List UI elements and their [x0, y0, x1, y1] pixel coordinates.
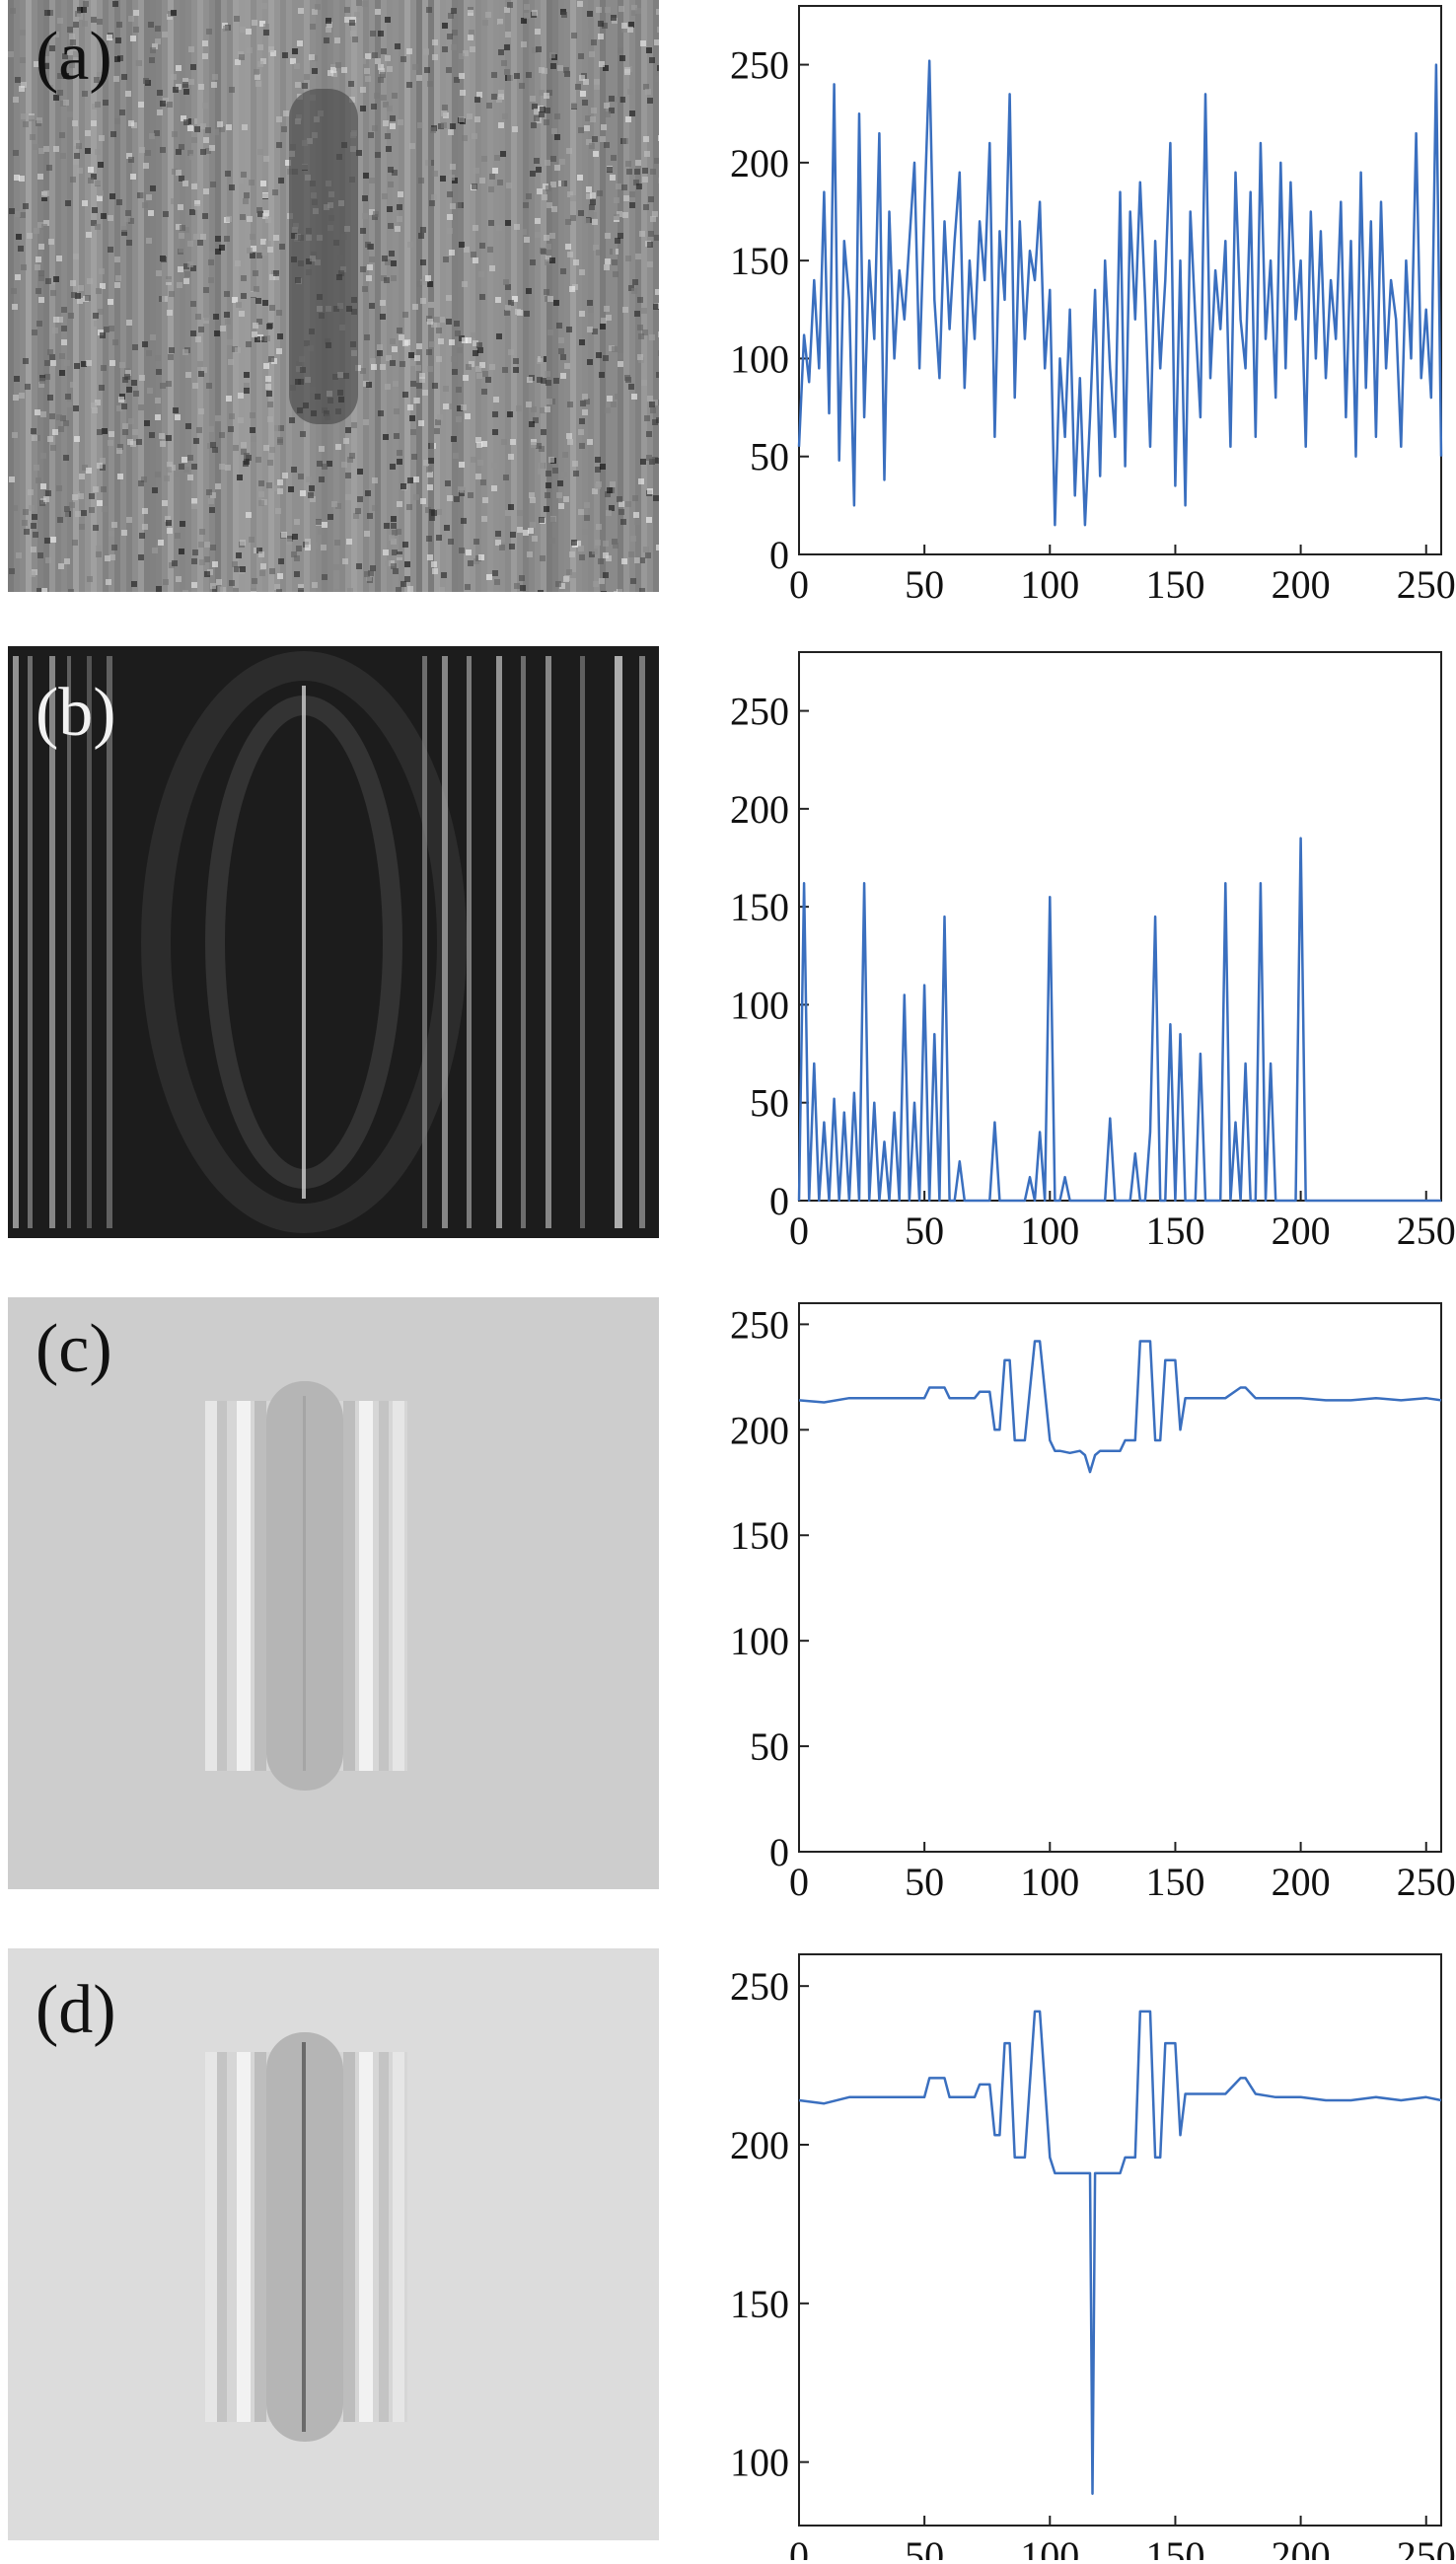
panel-a-label: (a): [36, 19, 112, 95]
x-tick-label: 150: [1145, 1860, 1204, 1904]
y-tick-label: 0: [769, 1830, 789, 1874]
x-tick-label: 200: [1272, 1209, 1331, 1253]
x-tick-label: 100: [1020, 2533, 1079, 2560]
panel-b-label: (b): [36, 675, 116, 751]
x-tick-label: 250: [1397, 2533, 1456, 2560]
y-tick-label: 200: [730, 1408, 789, 1452]
y-tick-label: 50: [750, 1081, 789, 1126]
x-tick-label: 250: [1397, 562, 1456, 607]
x-tick-label: 250: [1397, 1860, 1456, 1904]
series-line: [797, 59, 1443, 527]
x-tick-label: 250: [1397, 1209, 1456, 1253]
plot-frame: [798, 1302, 1442, 1853]
y-tick-label: 200: [730, 141, 789, 185]
x-tick-label: 50: [905, 562, 944, 607]
x-tick-label: 100: [1020, 562, 1079, 607]
series-line: [798, 1340, 1442, 1474]
y-tick-label: 100: [730, 336, 789, 381]
x-tick-label: 150: [1145, 1209, 1204, 1253]
panel-d-image: (d): [8, 1948, 659, 2540]
x-tick-label: 50: [905, 1860, 944, 1904]
x-tick-label: 50: [905, 1209, 944, 1253]
y-tick-label: 250: [730, 1964, 789, 2009]
x-tick-label: 0: [789, 2533, 809, 2560]
x-tick-label: 200: [1272, 2533, 1331, 2560]
x-tick-label: 0: [789, 562, 809, 607]
panel-a-image: (a): [8, 0, 659, 592]
x-tick-label: 150: [1145, 2533, 1204, 2560]
panel-c-image: (c): [8, 1297, 659, 1889]
panel-d-chart: 100 150 200 250 0 50 100 150 200 250: [691, 1948, 1456, 2560]
y-tick-label: 150: [730, 239, 789, 283]
panel-c-label: (c): [36, 1311, 112, 1387]
x-tick-label: 200: [1272, 1860, 1331, 1904]
x-tick-label: 50: [905, 2533, 944, 2560]
y-tick-label: 50: [750, 435, 789, 479]
x-tick-label: 150: [1145, 562, 1204, 607]
panel-b-image: (b): [8, 646, 659, 1238]
y-tick-label: 100: [730, 983, 789, 1027]
series-line: [797, 837, 1441, 1203]
y-tick-label: 0: [769, 1179, 789, 1223]
x-tick-label: 0: [789, 1860, 809, 1904]
x-tick-label: 0: [789, 1209, 809, 1253]
y-tick-label: 250: [730, 43, 789, 88]
y-tick-label: 150: [730, 1513, 789, 1558]
x-tick-label: 100: [1020, 1209, 1079, 1253]
plot-frame: [798, 1953, 1442, 2527]
y-tick-label: 200: [730, 2123, 789, 2167]
x-tick-label: 200: [1272, 562, 1331, 607]
panel-d-label: (d): [36, 1972, 116, 2048]
y-tick-label: 100: [730, 2441, 789, 2485]
y-tick-label: 250: [730, 690, 789, 734]
y-tick-label: 250: [730, 1302, 789, 1347]
series-line: [798, 2010, 1442, 2496]
y-tick-label: 200: [730, 787, 789, 832]
y-tick-label: 150: [730, 2282, 789, 2326]
y-tick-label: 0: [769, 533, 789, 577]
y-tick-label: 50: [750, 1724, 789, 1769]
panel-b-chart: 0 50 100 150 200 250 0 50 100 150 200 250: [691, 646, 1456, 1287]
y-tick-label: 150: [730, 885, 789, 929]
panel-c-chart: 0 50 100 150 200 250 0 50 100 150 200 250: [691, 1297, 1456, 1939]
y-tick-label: 100: [730, 1619, 789, 1663]
panel-a-chart: 0 50 100 150 200 250 0 50 100 150 200 250: [691, 0, 1456, 641]
plot-frame: [798, 5, 1442, 555]
x-tick-label: 100: [1020, 1860, 1079, 1904]
